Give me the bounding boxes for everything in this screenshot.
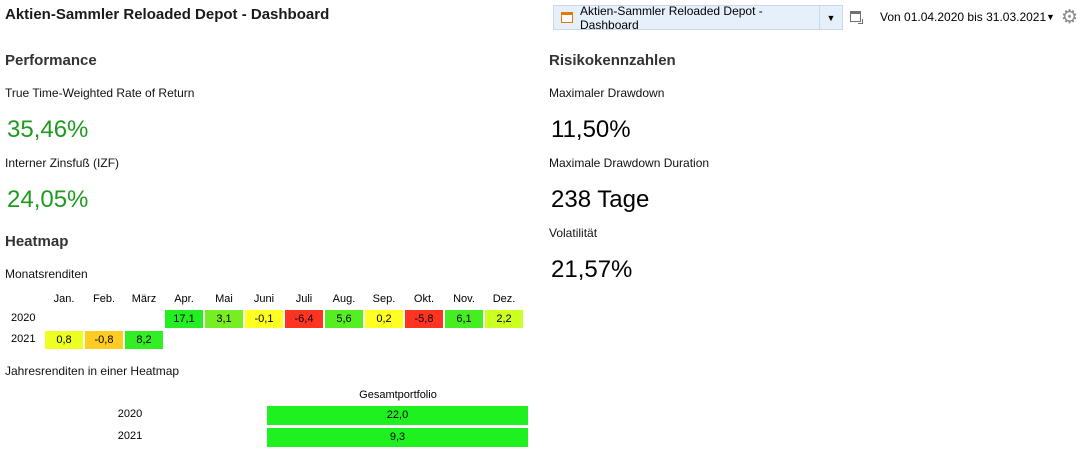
month-header: März <box>131 293 157 305</box>
annual-heatmap-cell: 22,0 <box>267 406 528 425</box>
month-header: Aug. <box>332 293 356 305</box>
month-header: Apr. <box>174 293 194 305</box>
gear-icon[interactable]: ⚙ <box>1061 7 1079 28</box>
volatility-label: Volatilität <box>549 226 598 240</box>
period-label[interactable]: Von 01.04.2020 bis 31.03.2021 <box>880 10 1047 24</box>
heatmap-cell: 17,1 <box>165 310 203 328</box>
new-window-icon[interactable] <box>850 11 863 24</box>
monthly-returns-label: Monatsrenditen <box>5 267 88 281</box>
calendar-icon <box>561 12 573 23</box>
ttwror-value: 35,46% <box>7 116 89 143</box>
max-drawdown-duration-value: 238 Tage <box>551 186 650 213</box>
annual-year-label: 2021 <box>117 430 143 442</box>
month-header: Juli <box>295 293 313 305</box>
year-label: 2021 <box>11 333 36 345</box>
heatmap-cell: 0,8 <box>45 331 83 349</box>
max-drawdown-value: 11,50% <box>551 116 631 143</box>
heatmap-cell: -5,8 <box>405 310 443 328</box>
irr-label: Interner Zinsfuß (IZF) <box>5 156 120 170</box>
ttwror-label: True Time-Weighted Rate of Return <box>5 86 195 100</box>
max-drawdown-duration-label: Maximale Drawdown Duration <box>549 156 710 170</box>
month-header: Nov. <box>453 293 475 305</box>
month-header: Feb. <box>92 293 115 305</box>
max-drawdown-label: Maximaler Drawdown <box>549 86 665 100</box>
dashboard-select[interactable]: Aktien-Sammler Reloaded Depot - Dashboar… <box>553 3 843 32</box>
heatmap-title: Heatmap <box>5 233 69 250</box>
annual-column-header: Gesamtportfolio <box>359 389 437 401</box>
heatmap-cell: 2,2 <box>485 310 523 328</box>
period-chevron-down-icon[interactable]: ▼ <box>1046 12 1055 22</box>
month-header: Mai <box>215 293 233 305</box>
month-header: Okt. <box>413 293 435 305</box>
irr-value: 24,05% <box>7 186 89 213</box>
heatmap-cell: 0,2 <box>365 310 403 328</box>
annual-heatmap-cell: 9,3 <box>267 428 528 447</box>
month-header: Juni <box>253 293 275 305</box>
dashboard-select-label: Aktien-Sammler Reloaded Depot - Dashboar… <box>580 3 763 32</box>
volatility-value: 21,57% <box>551 256 633 283</box>
annual-year-label: 2020 <box>117 408 143 420</box>
heatmap-cell: -0,1 <box>245 310 283 328</box>
heatmap-cell: -0,8 <box>85 331 123 349</box>
heatmap-cell: 6,1 <box>445 310 483 328</box>
month-header: Sep. <box>372 293 396 305</box>
month-header: Dez. <box>492 293 516 305</box>
chevron-down-icon[interactable]: ▼ <box>819 6 842 29</box>
heatmap-cell: 8,2 <box>125 331 163 349</box>
heatmap-cell: 5,6 <box>325 310 363 328</box>
page-title: Aktien-Sammler Reloaded Depot - Dashboar… <box>5 6 330 23</box>
risk-title: Risikokennzahlen <box>549 52 676 69</box>
annual-returns-label: Jahresrenditen in einer Heatmap <box>5 364 180 378</box>
year-label: 2020 <box>11 312 36 324</box>
performance-title: Performance <box>5 52 97 69</box>
heatmap-cell: 3,1 <box>205 310 243 328</box>
heatmap-cell: -6,4 <box>285 310 323 328</box>
month-header: Jan. <box>53 293 75 305</box>
